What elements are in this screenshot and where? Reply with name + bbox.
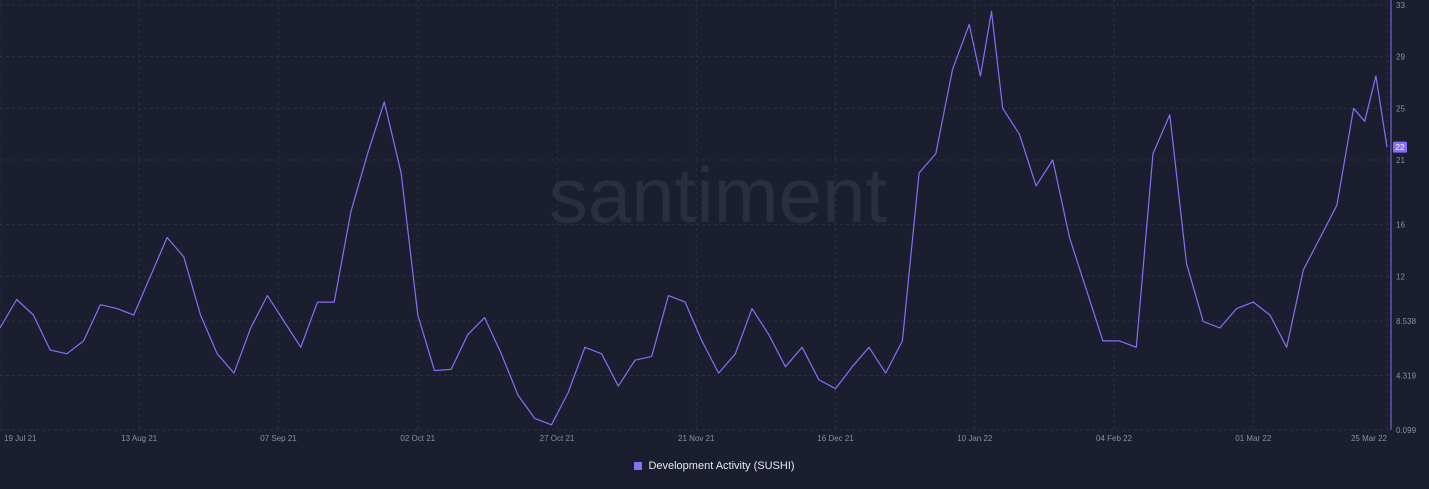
last-value-marker: 22: [1393, 141, 1407, 153]
x-tick-label: 19 Jul 21: [4, 434, 37, 443]
last-value-badge: [1393, 141, 1407, 153]
legend-label: Development Activity (SUSHI): [648, 460, 795, 472]
series-layer: [0, 10, 1388, 426]
x-tick-label: 10 Jan 22: [957, 434, 993, 443]
series-line: [0, 10, 1388, 426]
x-tick-label: 21 Nov 21: [678, 434, 715, 443]
y-tick-label: 29: [1396, 53, 1405, 62]
x-tick-label: 25 Mar 22: [1351, 434, 1388, 443]
legend-swatch: [634, 462, 643, 470]
x-tick-label: 16 Dec 21: [817, 434, 854, 443]
y-axis-ticks: 0.099 4.319 8.538 12 16 21 25 29 33: [1396, 1, 1417, 435]
y-tick-label: 0.099: [1396, 426, 1417, 435]
y-tick-label: 33: [1396, 1, 1405, 10]
y-tick-label: 16: [1396, 221, 1405, 230]
last-value-label: 22: [1396, 143, 1405, 152]
y-tick-label: 12: [1396, 272, 1405, 281]
watermark: santiment: [549, 151, 887, 239]
x-tick-label: 27 Oct 21: [540, 434, 575, 443]
y-tick-label: 25: [1396, 104, 1405, 113]
x-axis-ticks: 19 Jul 21 13 Aug 21 07 Sep 21 02 Oct 21 27 O…: [4, 434, 1388, 443]
x-tick-label: 02 Oct 21: [400, 434, 435, 443]
y-tick-label: 21: [1396, 156, 1405, 165]
gridlines: [0, 0, 1391, 431]
legend: Development Activity (SUSHI): [0, 456, 1429, 476]
x-tick-label: 04 Feb 22: [1096, 434, 1133, 443]
x-tick-label: 07 Sep 21: [260, 434, 297, 443]
y-tick-label: 4.319: [1396, 371, 1417, 380]
x-tick-label: 01 Mar 22: [1235, 434, 1272, 443]
x-tick-label: 13 Aug 21: [121, 434, 158, 443]
y-tick-label: 8.538: [1396, 317, 1417, 326]
